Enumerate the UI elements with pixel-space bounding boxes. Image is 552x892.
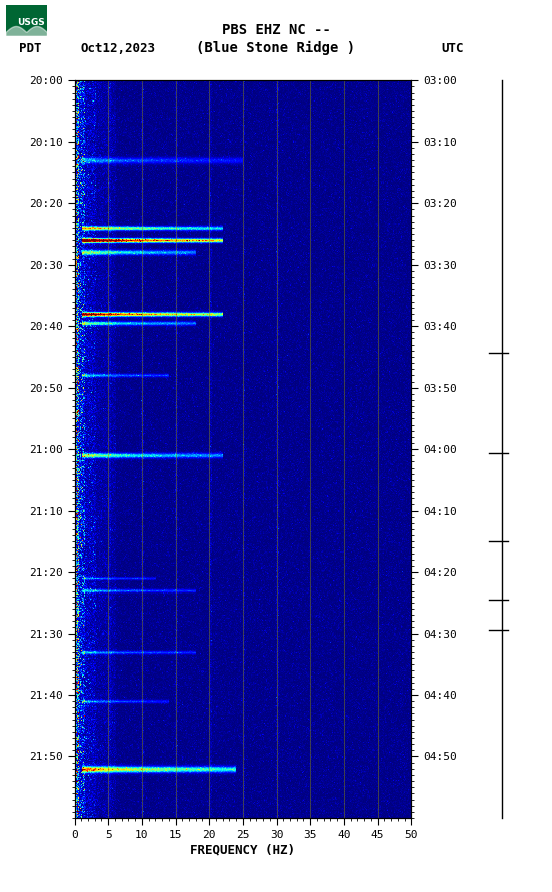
X-axis label: FREQUENCY (HZ): FREQUENCY (HZ) (190, 844, 295, 857)
Text: USGS: USGS (17, 18, 45, 27)
Text: Oct12,2023: Oct12,2023 (80, 42, 155, 54)
Text: PBS EHZ NC --: PBS EHZ NC -- (221, 23, 331, 37)
Text: UTC: UTC (442, 42, 464, 54)
Text: PDT: PDT (19, 42, 42, 54)
Text: (Blue Stone Ridge ): (Blue Stone Ridge ) (197, 41, 355, 55)
